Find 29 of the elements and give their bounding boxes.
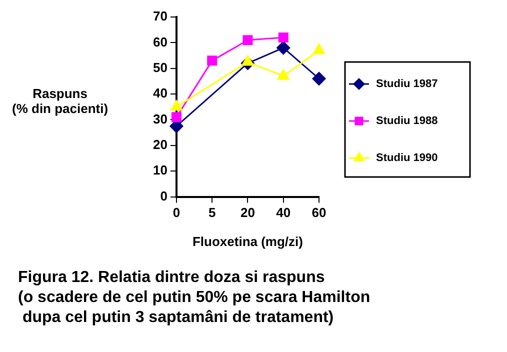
x-tick-label: 5: [208, 205, 216, 220]
point: [276, 41, 290, 55]
point: [242, 55, 254, 66]
y-tick-label: 0: [160, 188, 168, 204]
point: [171, 112, 182, 122]
point: [207, 56, 218, 66]
y-tick-label: 40: [152, 86, 168, 101]
x-tick-label: 20: [240, 205, 255, 220]
legend-label: Studiu 1988: [376, 115, 438, 128]
point: [277, 69, 290, 80]
y-tick-label: 50: [152, 60, 168, 75]
y-tick-label: 60: [152, 34, 168, 50]
x-tick-label: 0: [172, 205, 180, 220]
point: [242, 35, 253, 46]
y-tick-label: 30: [152, 111, 168, 126]
text: Figura 12. Relatia dintre doza si raspuns (o scadere de cel putin 50% pe scara Hamilton dupa cel putin 3 saptamâni de tratament): [18, 268, 370, 328]
x-axis-title: Fluoxetina (mg/zi): [192, 234, 303, 249]
x-tick-label: 40: [276, 205, 291, 220]
point: [278, 32, 288, 43]
point: [170, 100, 182, 111]
point: [313, 44, 325, 54]
y-tick-label: 10: [152, 162, 168, 178]
y-axis-title: Raspuns (% din pacienti): [12, 86, 108, 116]
point: [312, 72, 326, 86]
legend-label: Studiu 1987: [376, 78, 438, 90]
y-tick-label: 20: [152, 137, 168, 152]
y-tick-label: 70: [152, 8, 168, 24]
legend-label: Studiu 1990: [376, 152, 438, 164]
x-tick-label: 60: [312, 205, 326, 220]
